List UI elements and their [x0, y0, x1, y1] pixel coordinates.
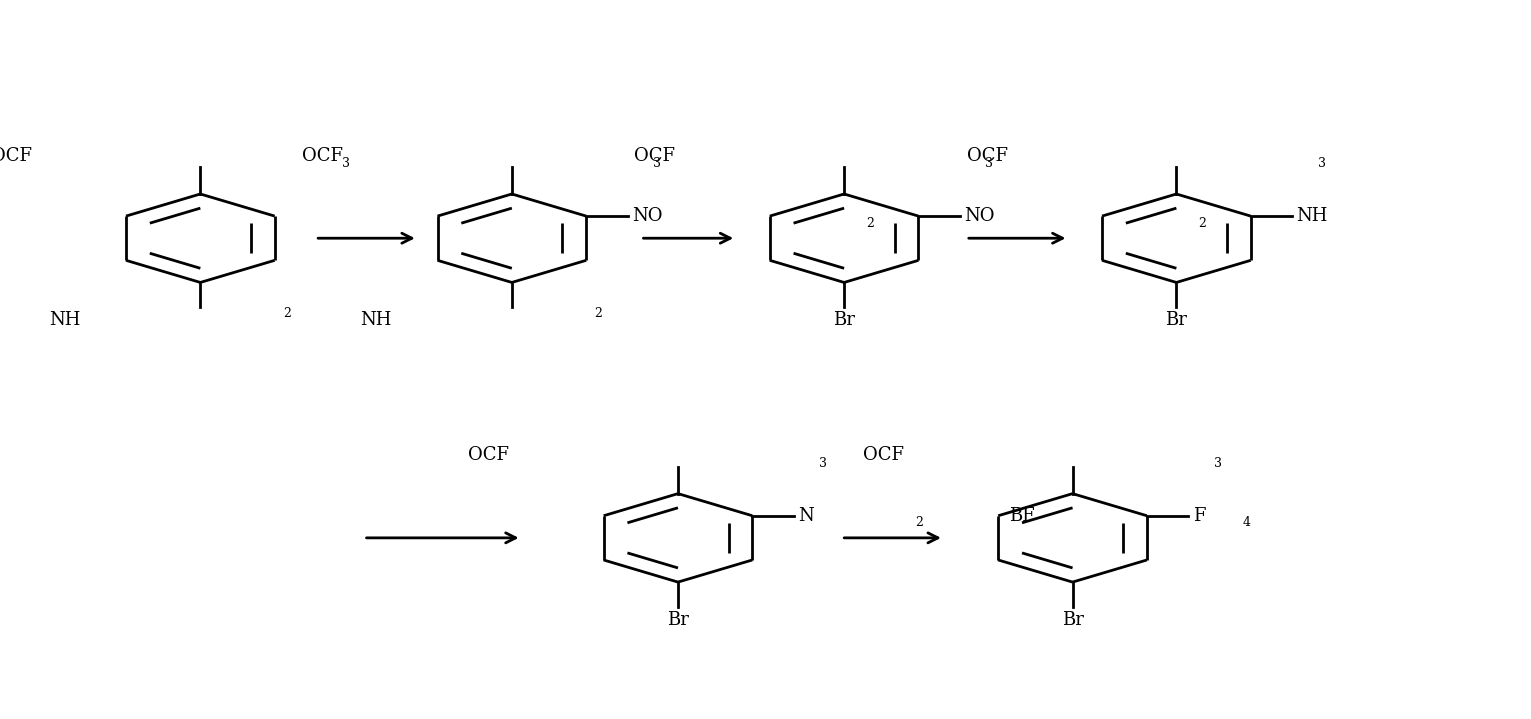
- Text: 2: 2: [916, 516, 923, 529]
- Text: OCF: OCF: [634, 147, 675, 165]
- Text: OCF: OCF: [302, 147, 343, 165]
- Text: Br: Br: [1165, 311, 1188, 329]
- Text: 2: 2: [594, 307, 602, 320]
- Text: 3: 3: [1214, 457, 1222, 470]
- Text: Br: Br: [833, 311, 854, 329]
- Text: BF: BF: [1009, 507, 1035, 525]
- Text: NO: NO: [632, 207, 663, 225]
- Text: NO: NO: [965, 207, 995, 225]
- Text: 2: 2: [1199, 216, 1206, 230]
- Text: F: F: [1193, 507, 1205, 525]
- Text: 2: 2: [867, 216, 874, 230]
- Text: Br: Br: [1061, 610, 1084, 628]
- Text: 3: 3: [341, 157, 349, 170]
- Text: Br: Br: [668, 610, 689, 628]
- Text: NH: NH: [49, 311, 81, 329]
- Text: NH: NH: [1297, 207, 1327, 225]
- Text: 4: 4: [1243, 516, 1251, 529]
- Text: OCF: OCF: [966, 147, 1007, 165]
- Text: NH: NH: [361, 311, 392, 329]
- Text: 2: 2: [283, 307, 291, 320]
- Text: OCF: OCF: [863, 446, 903, 464]
- Text: OCF: OCF: [0, 147, 32, 165]
- Text: OCF: OCF: [468, 446, 510, 464]
- Text: 3: 3: [986, 157, 994, 170]
- Text: 3: 3: [1318, 157, 1326, 170]
- Text: 3: 3: [654, 157, 661, 170]
- Text: N: N: [798, 507, 814, 525]
- Text: 3: 3: [819, 457, 827, 470]
